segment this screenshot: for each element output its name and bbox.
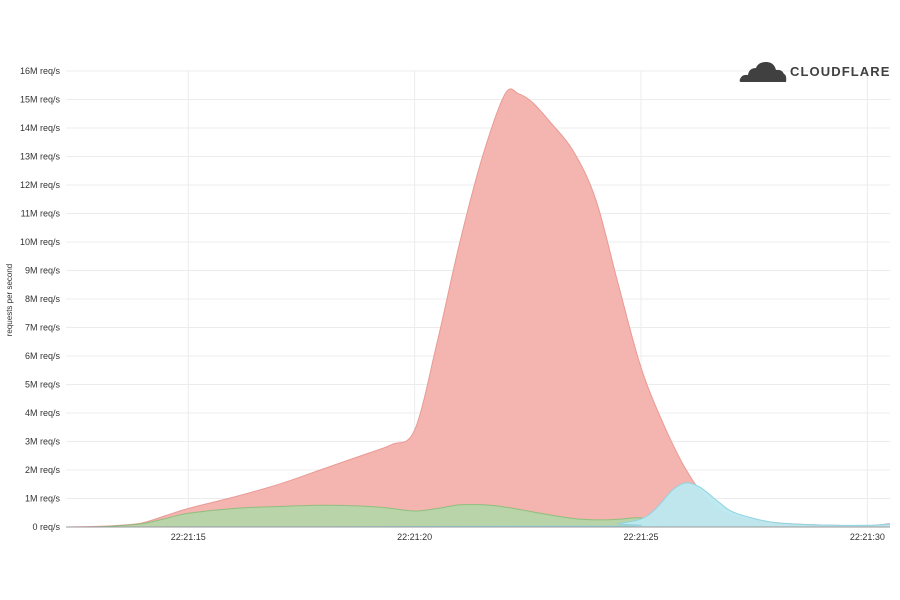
y-tick-label: 16M req/s [20,66,61,76]
y-tick-label: 15M req/s [20,95,61,105]
x-tick-label: 22:21:15 [171,532,206,542]
cloudflare-logo: CLOUDFLARE [738,56,891,86]
cloud-icon [739,62,787,82]
y-tick-label: 8M req/s [25,294,61,304]
y-tick-label: 11M req/s [21,209,61,219]
logo-wordmark: CLOUDFLARE [790,63,891,79]
y-tick-label: 13M req/s [20,152,61,162]
series-areas [65,88,891,528]
y-tick-label: 5M req/s [25,380,61,390]
area-series-1 [66,88,890,527]
y-tick-label: 12M req/s [20,180,61,190]
x-tick-label: 22:21:25 [623,532,658,542]
y-tick-labels: 0 req/s 1M req/s 2M req/s 3M req/s 4M req/s 5… [20,66,61,532]
x-tick-labels: 22:21:15 22:21:20 22:21:25 22:21:30 [171,532,885,542]
area-series-3-line [65,482,891,528]
y-tick-label: 7M req/s [25,323,61,333]
y-tick-label: 14M req/s [20,123,61,133]
y-tick-label: 4M req/s [25,408,61,418]
x-tick-label: 22:21:20 [397,532,432,542]
y-tick-label: 1M req/s [25,494,61,504]
y-tick-label: 3M req/s [25,437,61,447]
area-series-3 [66,482,890,527]
y-tick-label: 2M req/s [25,465,61,475]
y-tick-label: 9M req/s [25,266,61,276]
y-tick-label: 10M req/s [20,237,61,247]
y-axis-title: requests per second [5,264,14,337]
y-tick-label: 6M req/s [25,351,61,361]
x-tick-label: 22:21:30 [850,532,885,542]
area-series-2 [66,504,890,527]
y-tick-label: 0 req/s [32,522,60,532]
